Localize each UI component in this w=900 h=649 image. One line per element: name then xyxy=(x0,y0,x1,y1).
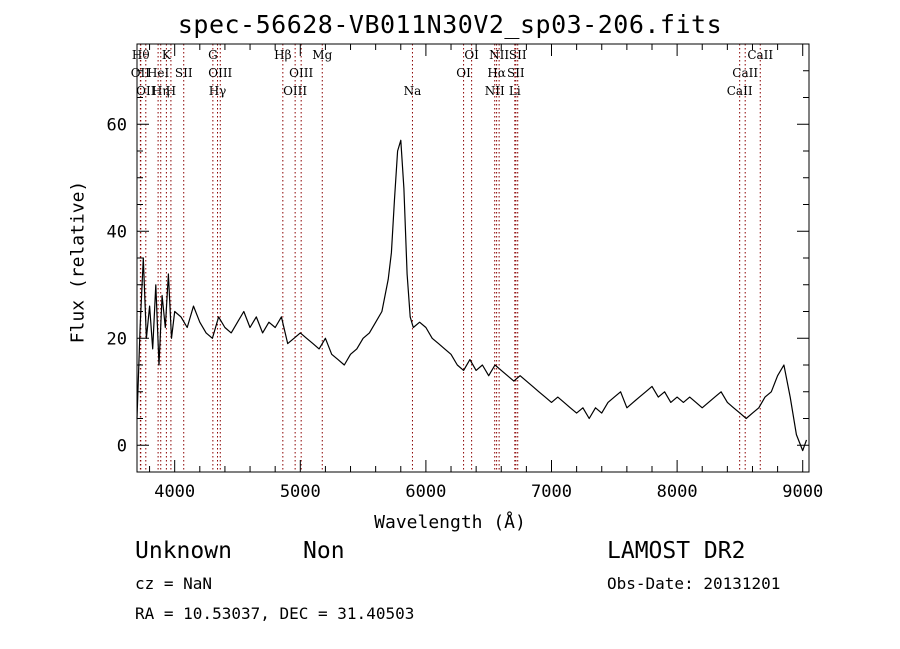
x-tick-label: 4000 xyxy=(154,482,195,502)
x-tick-label: 8000 xyxy=(657,482,698,502)
line-marker-label: SII xyxy=(175,66,193,80)
spectral-class: Unknown xyxy=(135,538,232,564)
x-axis-ticks: 4000 5000 6000 7000 8000 9000 xyxy=(149,44,823,502)
y-tick-label: 0 xyxy=(117,436,127,456)
line-marker-labels: HθOIIOIIHeIHηKHSIIGHγOIIIHβOIIIOIIIMgNaO… xyxy=(131,48,774,98)
y-axis-label: Flux (relative) xyxy=(67,180,89,344)
line-marker-label: CaII xyxy=(732,66,758,80)
x-tick-label: 5000 xyxy=(280,482,321,502)
x-tick-label: 7000 xyxy=(531,482,572,502)
y-tick-label: 60 xyxy=(107,115,127,135)
line-marker-label: NII xyxy=(489,48,509,62)
y-tick-label: 40 xyxy=(107,222,127,242)
line-marker-label: CaII xyxy=(747,48,773,62)
x-axis-label: Wavelength (Å) xyxy=(374,512,526,533)
chart-title: spec-56628-VB011N30V2_sp03-206.fits xyxy=(177,10,723,39)
line-marker-label: Mg xyxy=(312,48,332,62)
x-tick-label: 9000 xyxy=(782,482,823,502)
line-marker-label: OI xyxy=(456,66,471,80)
y-axis-ticks: 0 20 40 60 xyxy=(107,70,809,456)
line-marker-label: Hη xyxy=(152,84,170,98)
line-marker-label: HeI xyxy=(147,66,170,80)
spectral-subclass: Non xyxy=(303,538,345,564)
spectrum-series-line xyxy=(136,139,808,452)
line-marker-label: Na xyxy=(404,84,422,98)
line-marker-label: Hβ xyxy=(274,48,291,62)
line-marker-label: H xyxy=(166,84,176,98)
line-marker-label: CaII xyxy=(727,84,753,98)
line-marker-label: OIII xyxy=(289,66,313,80)
line-marker-label: Hθ xyxy=(132,48,150,62)
observation-date: Obs-Date: 20131201 xyxy=(607,574,781,593)
line-marker-label: Hγ xyxy=(209,84,227,98)
line-marker-label: G xyxy=(208,48,218,62)
y-tick-label: 20 xyxy=(107,329,127,349)
plot-frame xyxy=(136,43,810,473)
survey-name: LAMOST DR2 xyxy=(607,538,746,564)
line-marker-label: OII xyxy=(136,84,156,98)
line-marker-label: SII xyxy=(509,48,527,62)
line-marker-label: NII xyxy=(485,84,505,98)
coordinates: RA = 10.53037, DEC = 31.40503 xyxy=(135,604,415,623)
line-marker-label: K xyxy=(162,48,172,62)
line-marker-label: OI xyxy=(464,48,479,62)
line-marker-label: OII xyxy=(131,66,151,80)
x-tick-label: 6000 xyxy=(405,482,446,502)
redshift-cz: cz = NaN xyxy=(135,574,213,593)
line-marker-label: Hα xyxy=(487,66,506,80)
line-marker-label: Li xyxy=(509,84,521,98)
line-marker-label: SII xyxy=(507,66,525,80)
line-marker-label: OIII xyxy=(208,66,232,80)
line-marker-label: OIII xyxy=(283,84,307,98)
line-markers xyxy=(139,44,761,472)
